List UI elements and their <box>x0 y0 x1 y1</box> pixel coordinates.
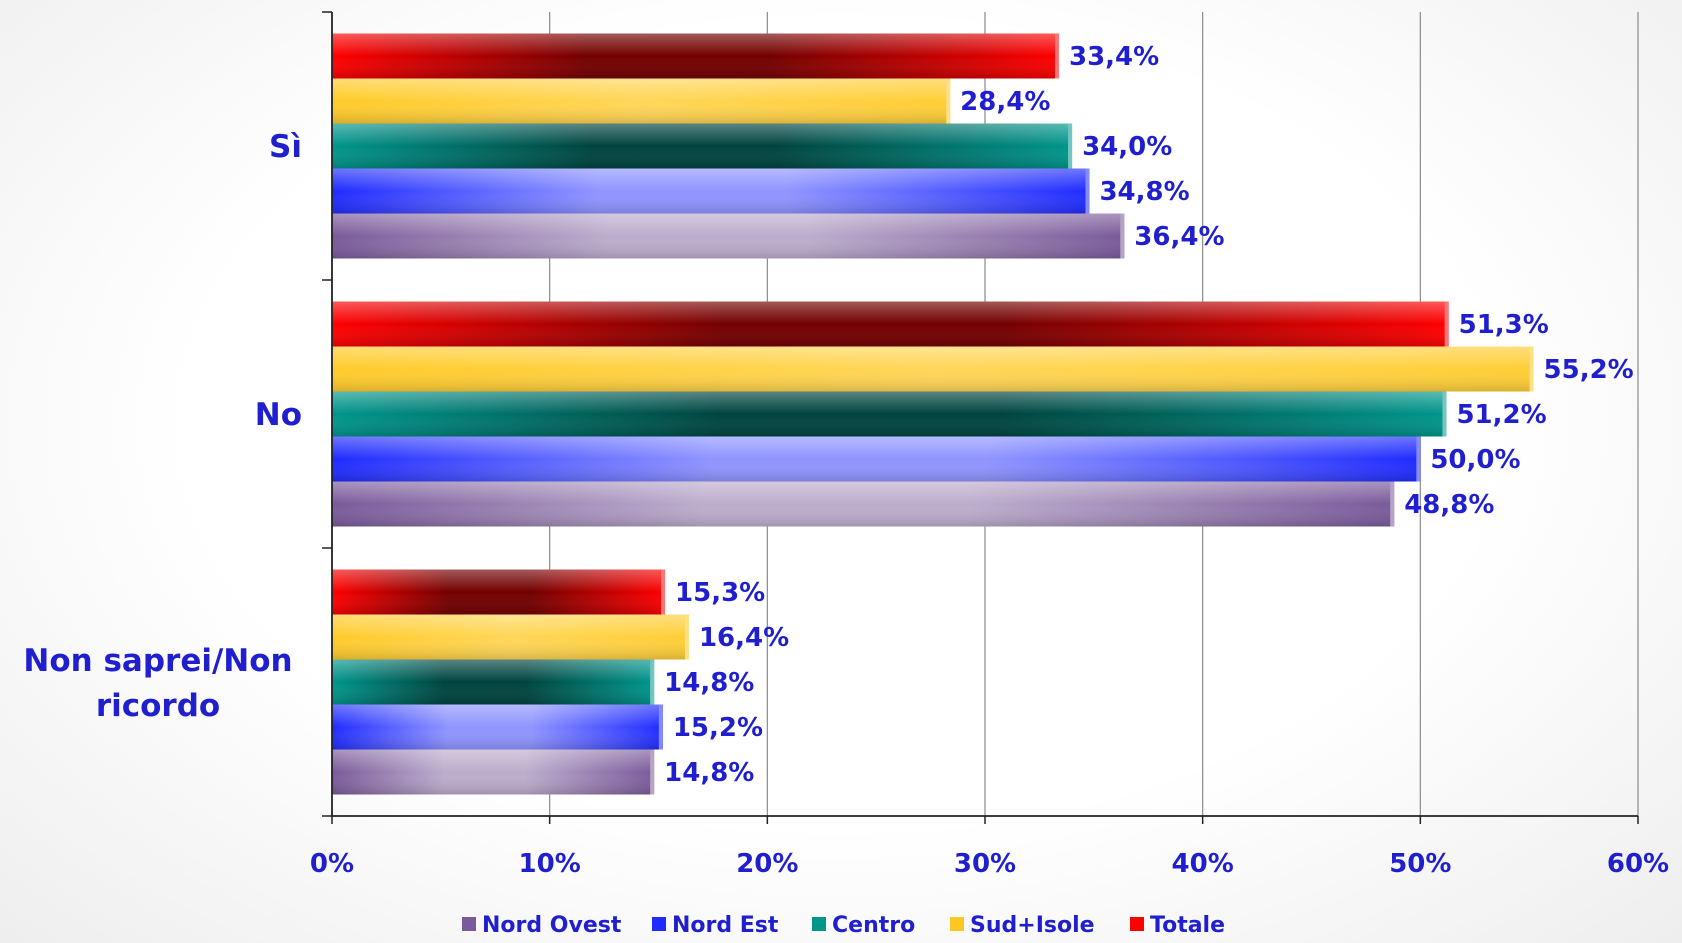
value-label-nord-est-s: 34,8% <box>1099 177 1189 207</box>
value-label-nord-ovest-non-saprei-non-ricordo: 14,8% <box>664 758 754 788</box>
value-label-totale-s: 33,4% <box>1069 42 1159 72</box>
legend-label: Nord Ovest <box>482 913 622 938</box>
bar-edge <box>658 704 663 750</box>
value-label-totale-no: 51,3% <box>1459 310 1549 340</box>
bar-centro-non-saprei-non-ricordo <box>332 659 655 705</box>
bar-nord-est-non-saprei-non-ricordo <box>332 704 663 750</box>
legend-label: Centro <box>832 913 915 938</box>
category-label-no: No <box>255 397 302 433</box>
value-label-nord-ovest-s: 36,4% <box>1134 222 1224 252</box>
bar-sheen <box>332 123 1073 169</box>
bar-sud-isole-no <box>332 346 1534 392</box>
category-label-line: ricordo <box>96 688 220 724</box>
x-tick-label: 30% <box>954 849 1016 879</box>
legend-swatch <box>812 917 826 931</box>
category-label-line: No <box>255 397 302 433</box>
bar-sheen <box>332 704 663 750</box>
legend: Nord Ovest Nord Est Centro Sud+Isole Totale <box>462 913 1225 938</box>
legend-swatch <box>950 917 964 931</box>
bars <box>332 33 1534 795</box>
legend-item-nord-est: Nord Est <box>652 913 779 938</box>
value-label-nord-ovest-no: 48,8% <box>1404 490 1494 520</box>
legend-item-nord-ovest: Nord Ovest <box>462 913 622 938</box>
value-label-nord-est-no: 50,0% <box>1430 445 1520 475</box>
bar-sheen <box>332 436 1421 482</box>
value-label-sud-isole-non-saprei-non-ricordo: 16,4% <box>699 623 789 653</box>
legend-item-centro: Centro <box>812 913 915 938</box>
bar-edge <box>946 78 951 124</box>
bar-sheen <box>332 569 666 615</box>
x-tick-label: 10% <box>519 849 581 879</box>
bar-sheen <box>332 168 1090 214</box>
bar-sheen <box>332 78 951 124</box>
bar-totale-s <box>332 33 1060 79</box>
legend-item-totale: Totale <box>1130 913 1225 938</box>
bar-edge <box>1444 301 1449 347</box>
bar-edge <box>684 614 689 660</box>
axes: 0% 10% 20% 30% 40% 50% 60% Sì No Non saprei/Non ri… <box>23 11 1669 879</box>
legend-item-sud-isole: Sud+Isole <box>950 913 1095 938</box>
legend-swatch <box>462 917 476 931</box>
legend-label: Nord Est <box>672 913 779 938</box>
bar-edge <box>1416 436 1421 482</box>
bar-sud-isole-non-saprei-non-ricordo <box>332 614 689 660</box>
value-label-totale-non-saprei-non-ricordo: 15,3% <box>675 578 765 608</box>
value-label-centro-no: 51,2% <box>1456 400 1546 430</box>
bar-nord-est-s <box>332 168 1090 214</box>
bar-totale-non-saprei-non-ricordo <box>332 569 666 615</box>
bar-edge <box>1390 481 1395 527</box>
legend-swatch <box>1130 917 1144 931</box>
bar-edge <box>1529 346 1534 392</box>
bar-edge <box>1442 391 1447 437</box>
bar-edge <box>650 659 655 705</box>
bar-sheen <box>332 346 1534 392</box>
bar-sheen <box>332 749 655 795</box>
bar-sheen <box>332 301 1449 347</box>
x-tick-label: 20% <box>736 849 798 879</box>
bar-sheen <box>332 391 1447 437</box>
bar-sheen <box>332 659 655 705</box>
value-label-nord-est-non-saprei-non-ricordo: 15,2% <box>673 713 763 743</box>
bar-sud-isole-s <box>332 78 951 124</box>
legend-swatch <box>652 917 666 931</box>
bar-sheen <box>332 213 1125 259</box>
bar-centro-s <box>332 123 1073 169</box>
bar-sheen <box>332 33 1060 79</box>
bar-edge <box>1055 33 1060 79</box>
bar-centro-no <box>332 391 1447 437</box>
bar-nord-ovest-non-saprei-non-ricordo <box>332 749 655 795</box>
bar-nord-ovest-s <box>332 213 1125 259</box>
category-label-non-saprei-non-ricordo: Non saprei/Non ricordo <box>23 643 292 724</box>
legend-label: Sud+Isole <box>970 913 1095 938</box>
x-tick-label: 60% <box>1607 849 1669 879</box>
category-label-line: Non saprei/Non <box>23 643 292 679</box>
bar-edge <box>1085 168 1090 214</box>
bar-sheen <box>332 614 689 660</box>
x-tick-label: 0% <box>310 849 354 879</box>
value-label-sud-isole-s: 28,4% <box>960 87 1050 117</box>
category-label-s: Sì <box>269 129 302 165</box>
x-tick-label: 50% <box>1389 849 1451 879</box>
value-label-centro-s: 34,0% <box>1082 132 1172 162</box>
bar-edge <box>1068 123 1073 169</box>
bar-nord-est-no <box>332 436 1421 482</box>
legend-label: Totale <box>1150 913 1225 938</box>
value-label-centro-non-saprei-non-ricordo: 14,8% <box>664 668 754 698</box>
data-labels: 36,4% 34,8% 34,0% 28,4% 33,4% 48,8% 50,0% 51,2%… <box>664 42 1634 788</box>
value-label-sud-isole-no: 55,2% <box>1544 355 1634 385</box>
category-label-line: Sì <box>269 129 302 165</box>
bar-totale-no <box>332 301 1449 347</box>
bar-edge <box>661 569 666 615</box>
x-tick-label: 40% <box>1172 849 1234 879</box>
bar-edge <box>1120 213 1125 259</box>
bar-edge <box>650 749 655 795</box>
bar-nord-ovest-no <box>332 481 1395 527</box>
bar-sheen <box>332 481 1395 527</box>
